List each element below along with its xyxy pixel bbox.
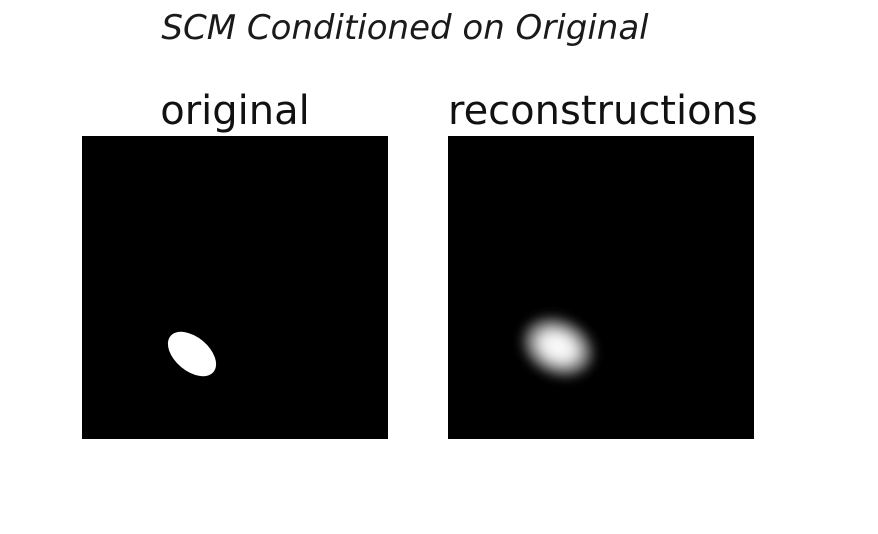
reconstruction-image: [448, 136, 754, 439]
original-blob: [167, 331, 217, 377]
original-blob-canvas: [167, 331, 217, 377]
reconstruction-blob-canvas: [523, 318, 593, 376]
original-image: [82, 136, 388, 439]
reconstruction-blob: [529, 323, 587, 371]
original-panel-title: original: [160, 88, 310, 134]
reconstructions-panel-title: reconstructions: [448, 88, 758, 134]
figure-title: SCM Conditioned on Original: [161, 8, 649, 48]
